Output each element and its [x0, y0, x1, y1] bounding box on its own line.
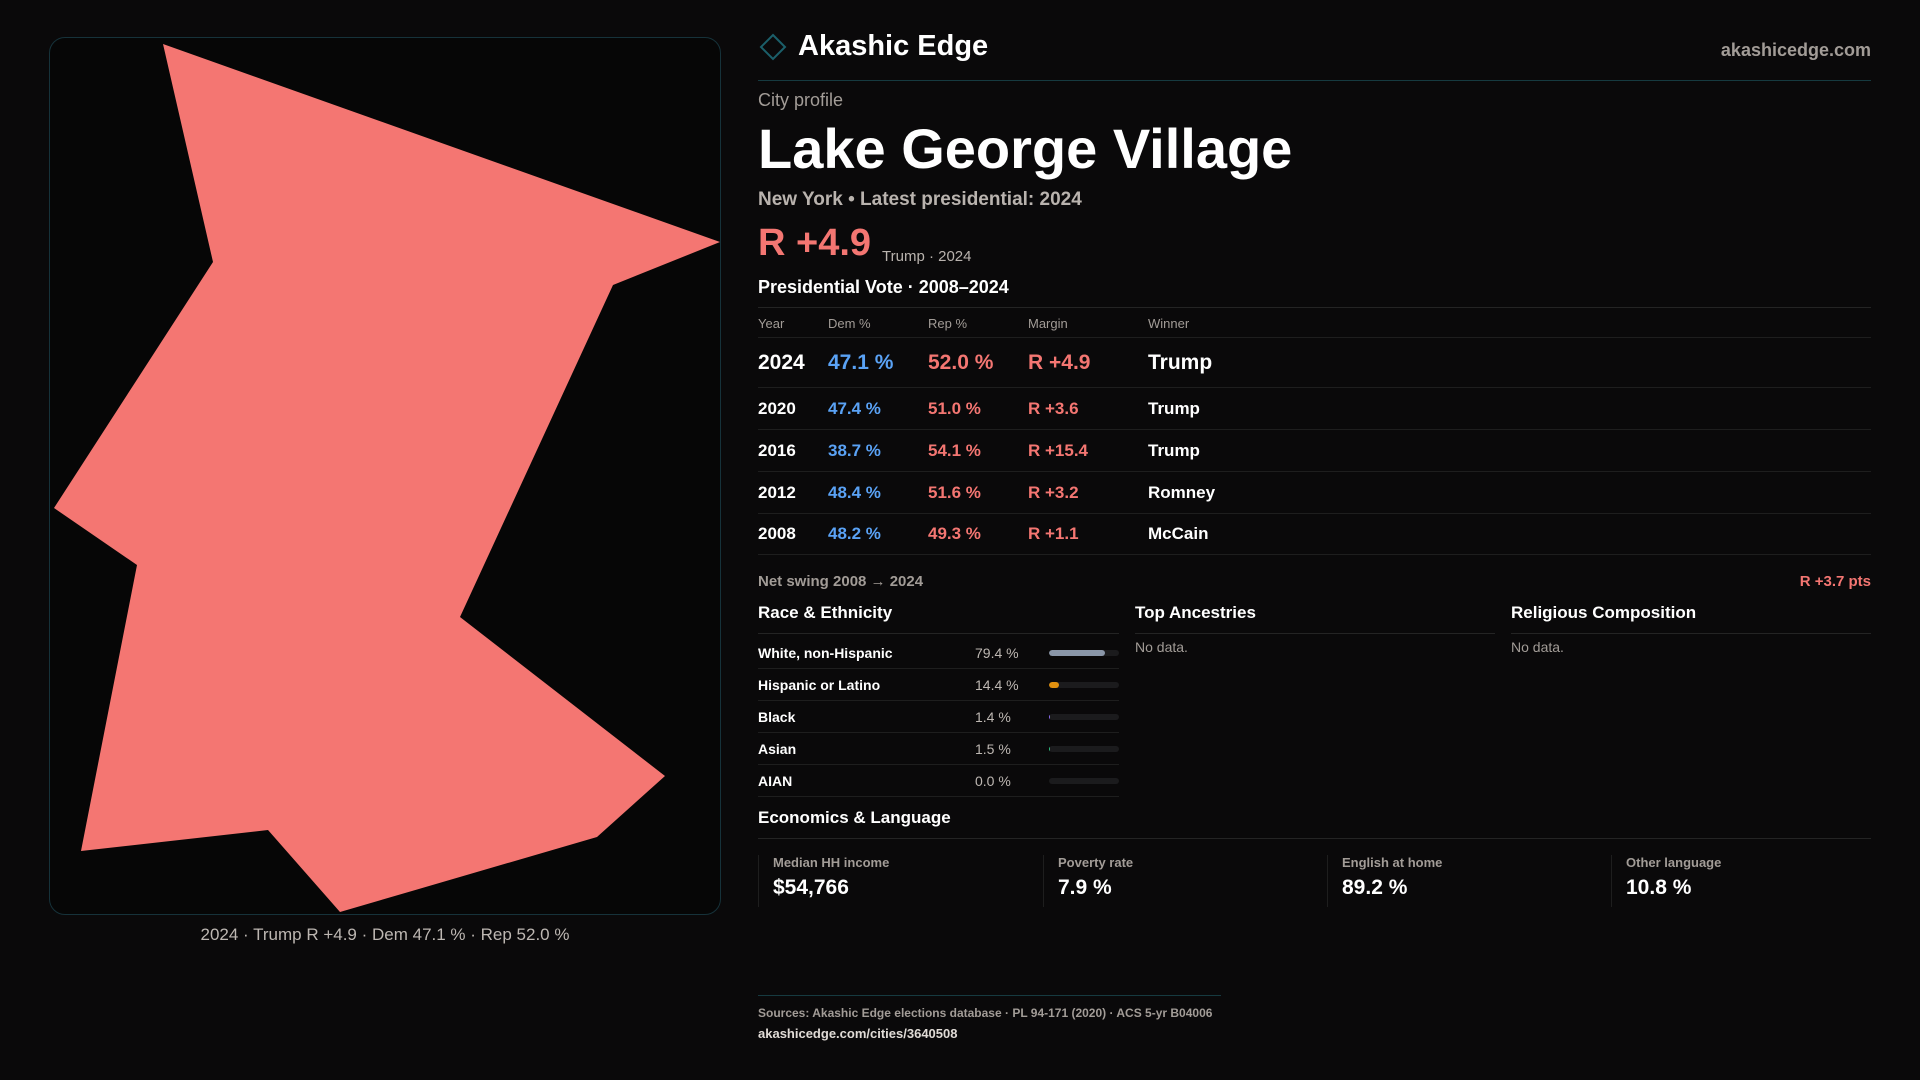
- vote-row: 2020 47.4 % 51.0 % R +3.6 Trump: [758, 388, 1871, 430]
- net-swing-label: Net swing 2008 → 2024: [758, 573, 924, 590]
- vote-winner: McCain: [1148, 523, 1209, 543]
- vote-row: 2008 48.2 % 49.3 % R +1.1 McCain: [758, 513, 1871, 555]
- econ-value: $54,766: [773, 876, 849, 899]
- diamond-logo-icon: [759, 33, 787, 60]
- col-winner: Winner: [1148, 316, 1190, 331]
- vote-rep: 51.6 %: [928, 482, 981, 502]
- econ-value: 10.8 %: [1626, 876, 1692, 899]
- vote-rep: 52.0 %: [928, 350, 994, 374]
- page-subtitle: New York • Latest presidential: 2024: [758, 189, 1082, 210]
- col-year: Year: [758, 316, 785, 331]
- site-link[interactable]: akashicedge.com: [1720, 40, 1871, 60]
- sources-text: Sources: Akashic Edge elections database…: [758, 1006, 1213, 1020]
- econ-label: Other language: [1626, 855, 1722, 870]
- race-pct: 0.0 %: [975, 773, 1011, 789]
- vote-margin: R +1.1: [1028, 523, 1079, 543]
- col-rep: Rep %: [928, 316, 968, 331]
- econ-label: Median HH income: [773, 855, 890, 870]
- vote-row: 2012 48.4 % 51.6 % R +3.2 Romney: [758, 472, 1871, 514]
- vote-dem: 47.1 %: [828, 350, 894, 374]
- econ-card: Poverty rate 7.9 %: [1043, 855, 1133, 907]
- econ-heading: Economics & Language: [758, 808, 1871, 839]
- col-dem: Dem %: [828, 316, 871, 331]
- vote-margin: R +15.4: [1028, 440, 1089, 460]
- vote-margin: R +3.6: [1028, 398, 1079, 418]
- econ-card: Median HH income $54,766: [758, 855, 889, 907]
- race-row: White, non-Hispanic 79.4 %: [758, 637, 1119, 669]
- vote-rep: 51.0 %: [928, 398, 981, 418]
- race-bar-fill: [1049, 682, 1060, 688]
- race-bar: [1049, 714, 1119, 720]
- religion-heading: Religious Composition: [1511, 603, 1871, 634]
- latest-margin-detail: Trump · 2024: [882, 248, 972, 265]
- race-row: Asian 1.5 %: [758, 733, 1119, 765]
- race-bar: [1049, 650, 1119, 656]
- race-label: AIAN: [758, 773, 793, 789]
- page-title: Lake George Village: [758, 117, 1293, 180]
- race-bar-fill: [1049, 746, 1051, 752]
- vote-winner: Trump: [1148, 440, 1200, 460]
- econ-label: Poverty rate: [1058, 855, 1134, 870]
- votes-table-header: Year Dem % Rep % Margin Winner: [758, 310, 1871, 338]
- race-row: Hispanic or Latino 14.4 %: [758, 669, 1119, 701]
- vote-rep: 49.3 %: [928, 523, 981, 543]
- vote-dem: 47.4 %: [828, 398, 881, 418]
- city-boundary-map: [49, 37, 721, 915]
- vote-margin: R +3.2: [1028, 482, 1079, 502]
- race-label: White, non-Hispanic: [758, 645, 893, 661]
- race-bar-fill: [1049, 714, 1051, 720]
- race-pct: 14.4 %: [975, 677, 1019, 693]
- race-bar: [1049, 746, 1119, 752]
- vote-year: 2012: [758, 482, 796, 502]
- vote-margin: R +4.9: [1028, 350, 1091, 374]
- religion-empty: No data.: [1511, 639, 1564, 655]
- vote-year: 2020: [758, 398, 796, 418]
- vote-winner: Trump: [1148, 350, 1213, 374]
- brand[interactable]: Akashic Edge: [758, 30, 988, 63]
- race-row: Black 1.4 %: [758, 701, 1119, 733]
- race-label: Asian: [758, 741, 797, 757]
- race-bar: [1049, 682, 1119, 688]
- econ-value: 89.2 %: [1342, 876, 1408, 899]
- city-url[interactable]: akashicedge.com/cities/3640508: [758, 1026, 958, 1041]
- vote-year: 2024: [758, 350, 805, 374]
- ancestries-empty: No data.: [1135, 639, 1188, 655]
- vote-winner: Trump: [1148, 398, 1200, 418]
- econ-card: English at home 89.2 %: [1327, 855, 1442, 907]
- page-kicker: City profile: [758, 90, 844, 110]
- race-row: AIAN 0.0 %: [758, 765, 1119, 797]
- votes-heading: Presidential Vote · 2008–2024: [758, 277, 1009, 297]
- race-label: Hispanic or Latino: [758, 677, 881, 693]
- econ-label: English at home: [1342, 855, 1443, 870]
- vote-rep: 54.1 %: [928, 440, 981, 460]
- race-pct: 79.4 %: [975, 645, 1019, 661]
- net-swing-value: R +3.7 pts: [1799, 573, 1871, 590]
- map-caption: 2024 · Trump R +4.9 · Dem 47.1 % · Rep 5…: [200, 925, 570, 944]
- race-bar-fill: [1049, 650, 1105, 656]
- vote-row: 2024 47.1 % 52.0 % R +4.9 Trump: [758, 338, 1871, 388]
- latest-margin: R +4.9: [758, 222, 872, 264]
- vote-year: 2008: [758, 523, 796, 543]
- ancestries-heading: Top Ancestries: [1135, 603, 1495, 634]
- vote-dem: 38.7 %: [828, 440, 881, 460]
- city-polygon: [54, 44, 720, 912]
- econ-card: Other language 10.8 %: [1611, 855, 1721, 907]
- col-margin: Margin: [1028, 316, 1068, 331]
- vote-row: 2016 38.7 % 54.1 % R +15.4 Trump: [758, 430, 1871, 472]
- vote-dem: 48.4 %: [828, 482, 881, 502]
- brand-name: Akashic Edge: [798, 30, 989, 62]
- vote-winner: Romney: [1148, 482, 1216, 502]
- race-heading: Race & Ethnicity: [758, 603, 1119, 634]
- race-pct: 1.5 %: [975, 741, 1011, 757]
- vote-dem: 48.2 %: [828, 523, 881, 543]
- econ-value: 7.9 %: [1058, 876, 1112, 899]
- race-label: Black: [758, 709, 796, 725]
- race-pct: 1.4 %: [975, 709, 1011, 725]
- city-boundary-shape: [54, 44, 720, 912]
- vote-year: 2016: [758, 440, 796, 460]
- race-bar: [1049, 778, 1119, 784]
